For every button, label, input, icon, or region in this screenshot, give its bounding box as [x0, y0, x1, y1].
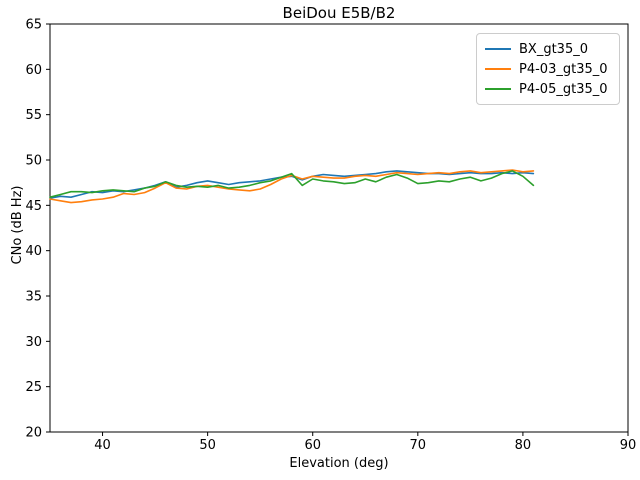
y-tick-label: 60 [25, 63, 42, 78]
legend-line-swatch [485, 68, 511, 70]
legend-line-swatch [485, 48, 511, 50]
legend-entry: P4-05_gt35_0 [485, 79, 611, 99]
legend: BX_gt35_0 P4-03_gt35_0 P4-05_gt35_0 [476, 33, 620, 105]
legend-line-swatch [485, 88, 511, 90]
y-tick-label: 55 [25, 108, 42, 123]
legend-label: P4-05_gt35_0 [519, 81, 608, 97]
axes-spines [49, 23, 629, 433]
x-tick-label: 50 [199, 438, 216, 453]
y-tick-label: 35 [25, 290, 42, 305]
y-tick-label: 30 [25, 335, 42, 350]
legend-label: P4-03_gt35_0 [519, 61, 608, 77]
x-tick-label: 80 [515, 438, 532, 453]
y-tick-label: 45 [25, 199, 42, 214]
x-tick-label: 40 [94, 438, 111, 453]
y-tick-label: 65 [25, 18, 42, 33]
y-axis-label: CNo (dB Hz) [10, 185, 25, 265]
y-tick-label: 20 [25, 426, 42, 441]
y-tick-label: 50 [25, 154, 42, 169]
series-line-P4-05_gt35_0 [49, 170, 535, 198]
legend-entry: BX_gt35_0 [485, 39, 611, 59]
y-tick-label: 40 [25, 244, 42, 259]
x-tick-label: 70 [410, 438, 427, 453]
x-tick-label: 60 [304, 438, 321, 453]
legend-label: BX_gt35_0 [519, 41, 588, 57]
y-tick-label: 25 [25, 380, 42, 395]
series-line-P4-03_gt35_0 [49, 169, 535, 204]
x-tick-label: 90 [620, 438, 637, 453]
x-axis-label: Elevation (deg) [289, 456, 389, 471]
legend-entry: P4-03_gt35_0 [485, 59, 611, 79]
series-line-BX_gt35_0 [49, 170, 535, 199]
chart-title: BeiDou E5B/B2 [282, 4, 396, 22]
